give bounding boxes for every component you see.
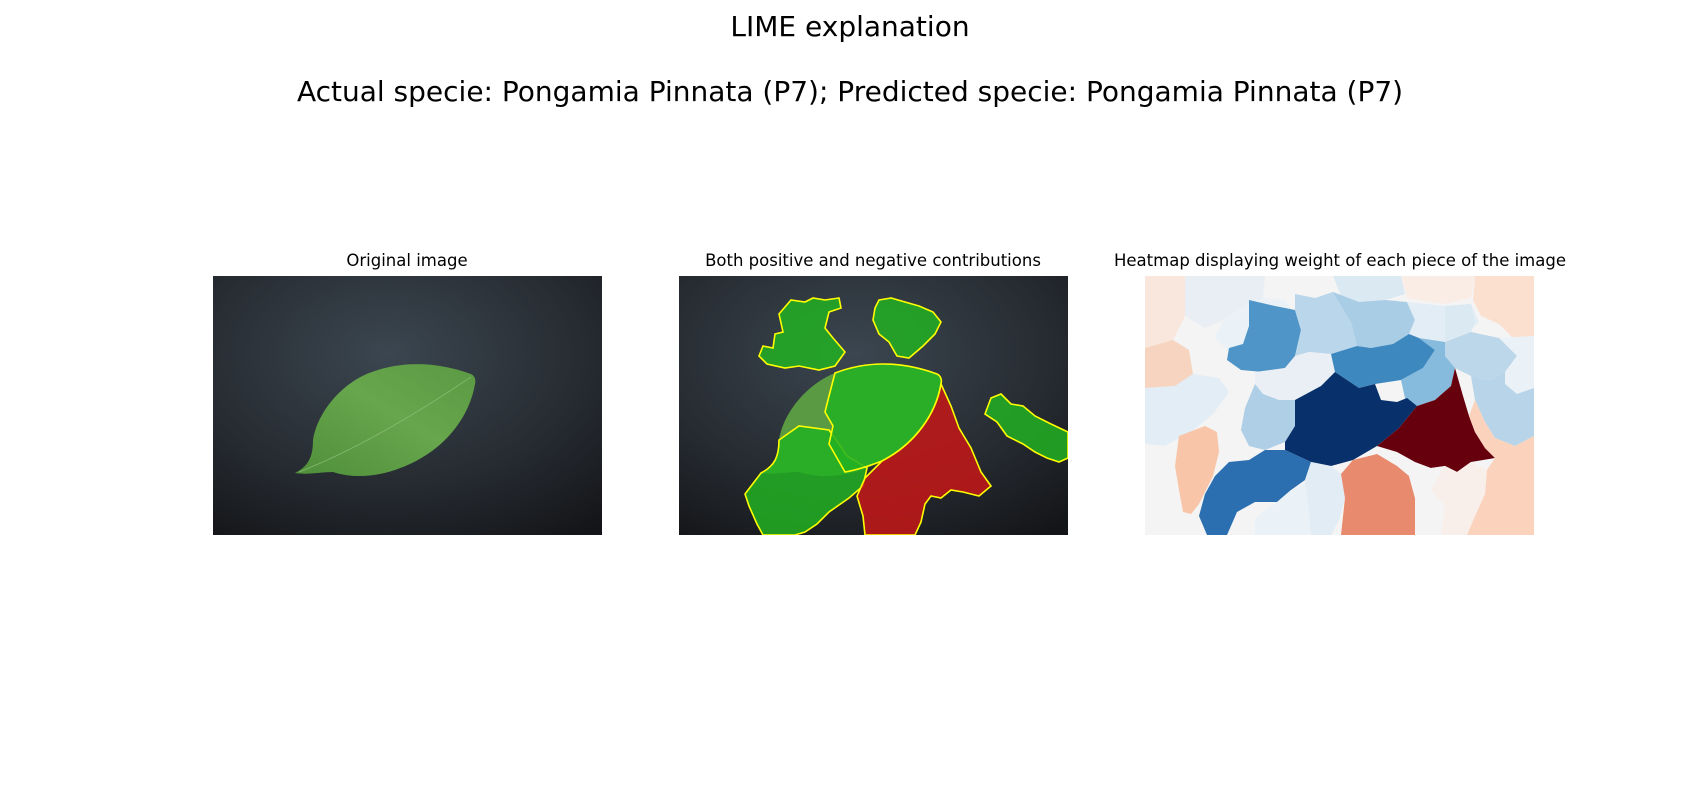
original-image-title: Original image xyxy=(346,251,468,270)
original-image xyxy=(213,276,602,535)
lime-superpixel-overlay xyxy=(679,276,1068,535)
figure-subtitle: Actual specie: Pongamia Pinnata (P7); Pr… xyxy=(296,75,1404,108)
figure-title: LIME explanation xyxy=(730,10,970,43)
heatmap-image xyxy=(1145,276,1534,535)
contributions-image xyxy=(679,276,1068,535)
heatmap-title: Heatmap displaying weight of each piece … xyxy=(1114,251,1566,270)
contributions-title: Both positive and negative contributions xyxy=(705,251,1041,270)
leaf-shape xyxy=(295,364,476,477)
leaf-photo xyxy=(213,276,602,535)
negative-regions xyxy=(856,381,993,535)
positive-regions xyxy=(744,297,1068,535)
superpixel-weight-heatmap xyxy=(1145,276,1534,535)
